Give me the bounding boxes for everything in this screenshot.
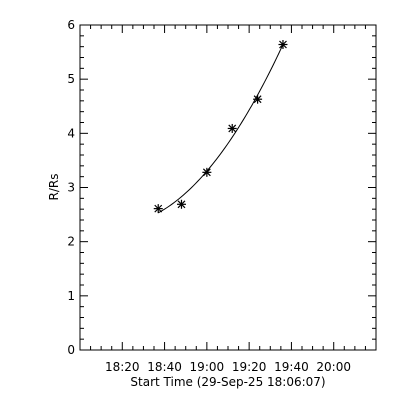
x-tick-label: 20:00	[316, 360, 351, 374]
x-axis-tick-labels: 18:20 18:40 19:00 19:20 19:40 20:00	[105, 360, 351, 374]
data-point-marker	[202, 167, 212, 177]
y-tick-label: 1	[67, 289, 75, 303]
data-point-marker	[153, 204, 163, 214]
x-tick-label: 19:00	[190, 360, 225, 374]
fit-curve	[157, 44, 284, 214]
data-point-marker	[227, 123, 237, 133]
data-point-marker	[176, 199, 186, 209]
marker-stroke	[177, 200, 186, 209]
marker-stroke	[253, 95, 262, 104]
x-tick-label: 19:40	[274, 360, 309, 374]
data-points	[153, 40, 288, 214]
y-axis-label: R/Rs	[47, 174, 61, 201]
y-tick-label: 6	[67, 18, 75, 32]
marker-stroke	[154, 204, 163, 213]
y-axis-ticks	[80, 24, 376, 351]
x-axis-label: Start Time (29-Sep-25 18:06:07)	[130, 375, 325, 389]
x-axis-ticks	[79, 25, 377, 350]
marker-stroke	[228, 124, 237, 133]
y-tick-label: 4	[67, 126, 75, 140]
marker-stroke	[279, 40, 287, 49]
y-tick-label: 2	[67, 235, 75, 249]
y-tick-label: 5	[67, 72, 75, 86]
y-tick-label: 3	[67, 181, 75, 195]
y-tick-label: 0	[67, 343, 75, 357]
x-tick-label: 19:20	[232, 360, 267, 374]
data-point-marker	[278, 40, 288, 49]
y-axis-tick-labels: 0 1 2 3 4 5 6	[67, 18, 75, 357]
x-tick-label: 18:20	[105, 360, 140, 374]
data-point-marker	[253, 94, 263, 104]
marker-stroke	[202, 168, 211, 177]
x-tick-label: 18:40	[147, 360, 182, 374]
plot-frame	[79, 24, 377, 351]
